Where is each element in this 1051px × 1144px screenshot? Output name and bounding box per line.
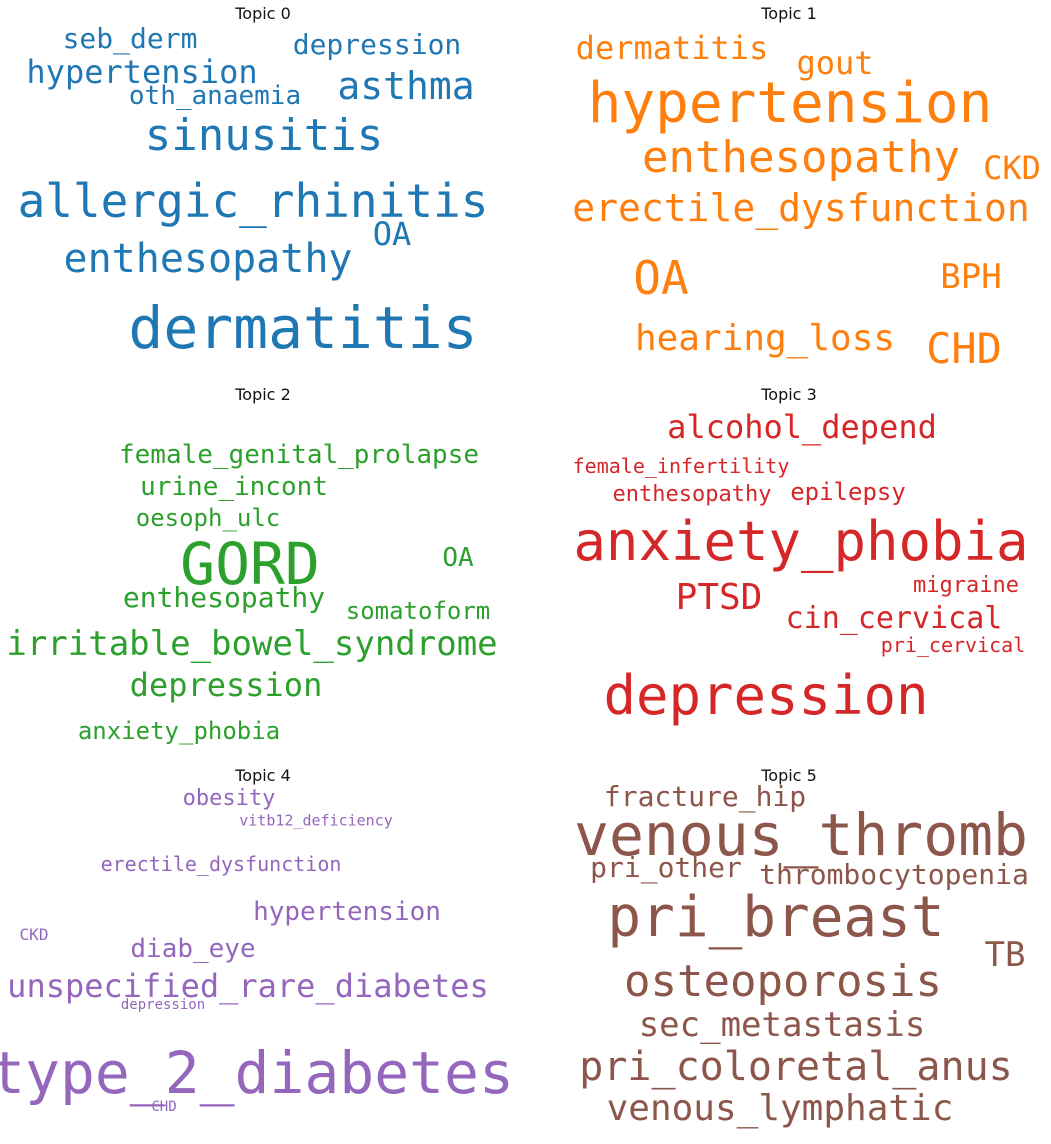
word-anxiety-phobia: anxiety_phobia bbox=[573, 510, 1029, 573]
word-venous-lymphatic: venous_lymphatic bbox=[606, 1088, 954, 1129]
word-cin-cervical: cin_cervical bbox=[785, 601, 1003, 636]
word-unspecified-rare-diabetes: unspecified_rare_diabetes bbox=[7, 967, 489, 1005]
word-pri-breast: pri_breast bbox=[607, 885, 945, 950]
word-chd: CHD bbox=[151, 1099, 177, 1115]
word-migraine: migraine bbox=[913, 573, 1019, 598]
topic-panel-2: Topic 2 GORD irritable_bowel_syndrome depre… bbox=[0, 381, 526, 762]
word-type-2-diabetes: type_2_diabetes bbox=[0, 1039, 514, 1107]
word-sec-metastasis: sec_metastasis bbox=[638, 1005, 926, 1045]
panel-title: Topic 3 bbox=[761, 385, 817, 404]
topic-panel-1: Topic 1 hypertension OA enthesopathy CHD erec… bbox=[526, 0, 1051, 381]
word-gout: gout bbox=[796, 44, 874, 82]
word-chd: CHD bbox=[926, 324, 1002, 373]
word-ckd: CKD bbox=[19, 925, 49, 944]
word-ptsd: PTSD bbox=[675, 577, 763, 618]
word-oa: OA bbox=[372, 215, 412, 253]
word-pri-other: pri_other bbox=[590, 851, 742, 884]
word-pri-cervical: pri_cervical bbox=[880, 633, 1026, 657]
panel-title: Topic 0 bbox=[235, 4, 291, 23]
topic-panel-0: Topic 0 dermatitis allergic_rhinitis sinusi… bbox=[0, 0, 526, 381]
word-alcohol-depend: alcohol_depend bbox=[667, 408, 937, 446]
word-asthma: asthma bbox=[337, 64, 475, 108]
word-enthesopathy: enthesopathy bbox=[612, 482, 772, 507]
word-pri-coloretal-anus: pri_coloretal_anus bbox=[579, 1044, 1013, 1090]
word-depression: depression bbox=[120, 997, 206, 1013]
word-anxiety-phobia: anxiety_phobia bbox=[77, 717, 281, 745]
word-somatoform: somatoform bbox=[345, 597, 491, 625]
word-tb: TB bbox=[984, 935, 1026, 975]
word-hypertension: hypertension bbox=[587, 71, 993, 136]
word-depression: depression bbox=[292, 28, 462, 61]
word-urine-incont: urine_incont bbox=[140, 472, 328, 502]
word-depression: depression bbox=[603, 664, 929, 727]
word-irritable-bowel-syndrome: irritable_bowel_syndrome bbox=[6, 624, 498, 664]
word-seb-derm: seb_derm bbox=[62, 22, 198, 55]
word-oth-anaemia: oth_anaemia bbox=[128, 81, 302, 111]
topic-panel-4: Topic 4 type_2_diabetes unspecified_rare_d… bbox=[0, 762, 526, 1143]
word-female-infertility: female_infertility bbox=[572, 454, 790, 478]
word-hypertension: hypertension bbox=[253, 897, 441, 927]
word-enthesopathy: enthesopathy bbox=[122, 581, 326, 614]
panel-title: Topic 2 bbox=[235, 385, 291, 404]
word-thrombocytopenia: thrombocytopenia bbox=[759, 858, 1029, 891]
word-fracture-hip: fracture_hip bbox=[603, 780, 807, 813]
word-allergic-rhinitis: allergic_rhinitis bbox=[17, 174, 489, 228]
panel-title: Topic 5 bbox=[761, 766, 817, 785]
word-depression: depression bbox=[129, 666, 323, 704]
word-hypertension: hypertension bbox=[26, 53, 258, 91]
topic-panel-3: Topic 3 anxiety_phobia depression PTSD alcoh… bbox=[526, 381, 1051, 762]
word-erectile-dysfunction: erectile_dysfunction bbox=[100, 852, 342, 876]
word-dermatitis: dermatitis bbox=[128, 294, 478, 362]
word-enthesopathy: enthesopathy bbox=[63, 236, 353, 282]
word-gord: GORD bbox=[180, 530, 320, 598]
panel-title: Topic 4 bbox=[235, 766, 291, 785]
word-vitb12-deficiency: vitb12_deficiency bbox=[239, 811, 393, 830]
word-osteoporosis: osteoporosis bbox=[624, 956, 942, 1007]
word-obesity: obesity bbox=[182, 786, 276, 811]
word-sinusitis: sinusitis bbox=[144, 110, 384, 161]
word-enthesopathy: enthesopathy bbox=[642, 132, 960, 183]
word-oesoph-ulc: oesoph_ulc bbox=[135, 504, 281, 532]
word-epilepsy: epilepsy bbox=[790, 478, 906, 506]
topic-panel-5: Topic 5 venous_thromb pri_breast osteoporos… bbox=[526, 762, 1051, 1143]
word-erectile-dysfunction: erectile_dysfunction bbox=[572, 186, 1030, 230]
word-hearing-loss: hearing_loss bbox=[634, 318, 896, 359]
word-female-genital-prolapse: female_genital_prolapse bbox=[118, 440, 480, 470]
panel-title: Topic 1 bbox=[761, 4, 817, 23]
word-venous-thromb: venous_thromb bbox=[574, 801, 1028, 869]
word-dermatitis: dermatitis bbox=[575, 29, 769, 67]
word-oa: OA bbox=[633, 251, 689, 305]
word-oa: OA bbox=[442, 543, 474, 573]
word-bph: BPH bbox=[940, 257, 1002, 297]
word-ckd: CKD bbox=[983, 149, 1041, 187]
word-diab-eye: diab_eye bbox=[130, 934, 256, 964]
